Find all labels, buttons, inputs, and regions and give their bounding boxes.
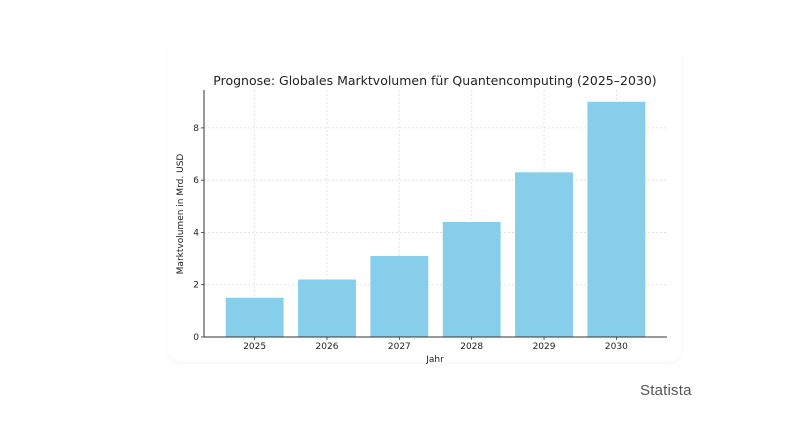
y-axis-label: Marktvolumen in Mrd. USD (176, 154, 186, 275)
x-tick-label: 2028 (460, 342, 483, 352)
source-label: Statista (640, 382, 692, 399)
bar-2028 (442, 221, 501, 337)
bar-2027 (370, 255, 429, 337)
bar-2029 (515, 172, 573, 337)
y-tick-label: 6 (193, 176, 199, 186)
x-tick-label: 2027 (388, 342, 411, 352)
chart-title: Prognose: Globales Marktvolumen für Quan… (213, 73, 656, 88)
x-tick-label: 2030 (605, 342, 628, 352)
x-axis-label: Jahr (425, 355, 444, 365)
x-tick-label: 2026 (316, 342, 339, 352)
bar-2025 (225, 297, 284, 337)
y-tick-label: 8 (193, 124, 199, 134)
y-tick-label: 2 (193, 281, 199, 291)
bar-2026 (298, 279, 356, 337)
bar-2030 (587, 101, 646, 337)
y-tick-label: 0 (193, 333, 199, 343)
x-tick-label: 2025 (243, 342, 266, 352)
x-tick-label: 2029 (533, 342, 556, 352)
y-tick-label: 4 (193, 228, 199, 238)
